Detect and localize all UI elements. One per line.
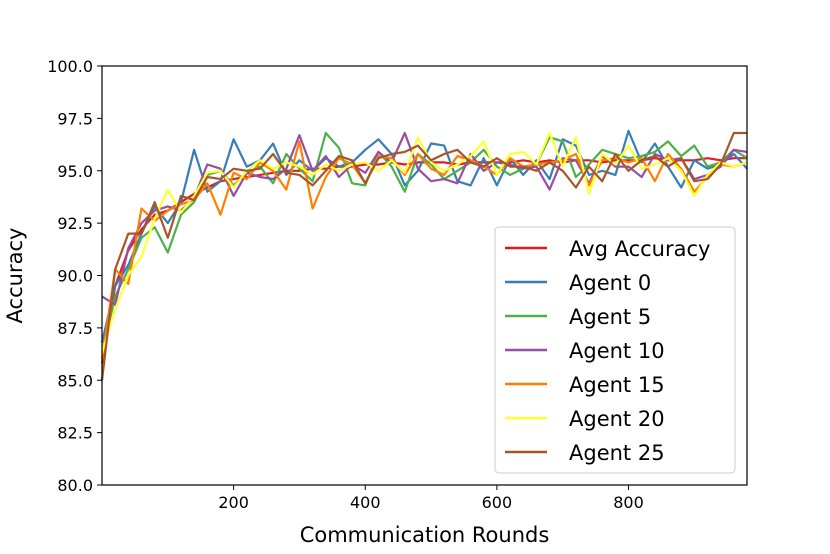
y-axis-label: Accuracy	[3, 228, 27, 324]
y-tick-label: 95.0	[57, 162, 93, 181]
x-axis-label: Communication Rounds	[300, 523, 550, 547]
legend: Avg Accuracy Agent 0 Agent 5 Agent 10 Agent …	[494, 226, 736, 474]
y-tick-label: 87.5	[57, 319, 93, 338]
y-tick-label: 90.0	[57, 267, 93, 286]
series-line-agent-25	[100, 131, 747, 381]
legend-label: Agent 0	[569, 271, 651, 295]
plot-lines	[100, 129, 748, 381]
series-line-agent-5	[100, 131, 748, 354]
series-line-agent-15	[100, 140, 748, 360]
series-line-agent-20	[100, 131, 748, 354]
x-tick-label: 800	[613, 493, 644, 512]
series-line-agent-10	[101, 131, 748, 306]
x-tick-label: 400	[350, 493, 381, 512]
x-tick-label: 600	[482, 493, 513, 512]
axis-ticks: 200 400 600 800 80.0 82.5 85.0 87.5 90.0 92.5 95.0…	[47, 57, 644, 512]
y-tick-label: 85.0	[57, 371, 93, 390]
y-tick-label: 80.0	[57, 476, 93, 495]
legend-label: Agent 5	[569, 305, 651, 329]
legend-label: Agent 20	[569, 407, 665, 431]
legend-label: Avg Accuracy	[569, 237, 710, 261]
legend-label: Agent 10	[569, 339, 665, 363]
x-tick-label: 200	[218, 493, 249, 512]
y-tick-label: 97.5	[57, 109, 93, 128]
legend-label: Agent 25	[569, 441, 665, 465]
y-tick-label: 92.5	[57, 214, 93, 233]
legend-label: Agent 15	[569, 373, 665, 397]
legend-box	[494, 226, 736, 474]
y-tick-label: 82.5	[57, 424, 93, 443]
y-tick-label: 100.0	[47, 57, 93, 76]
